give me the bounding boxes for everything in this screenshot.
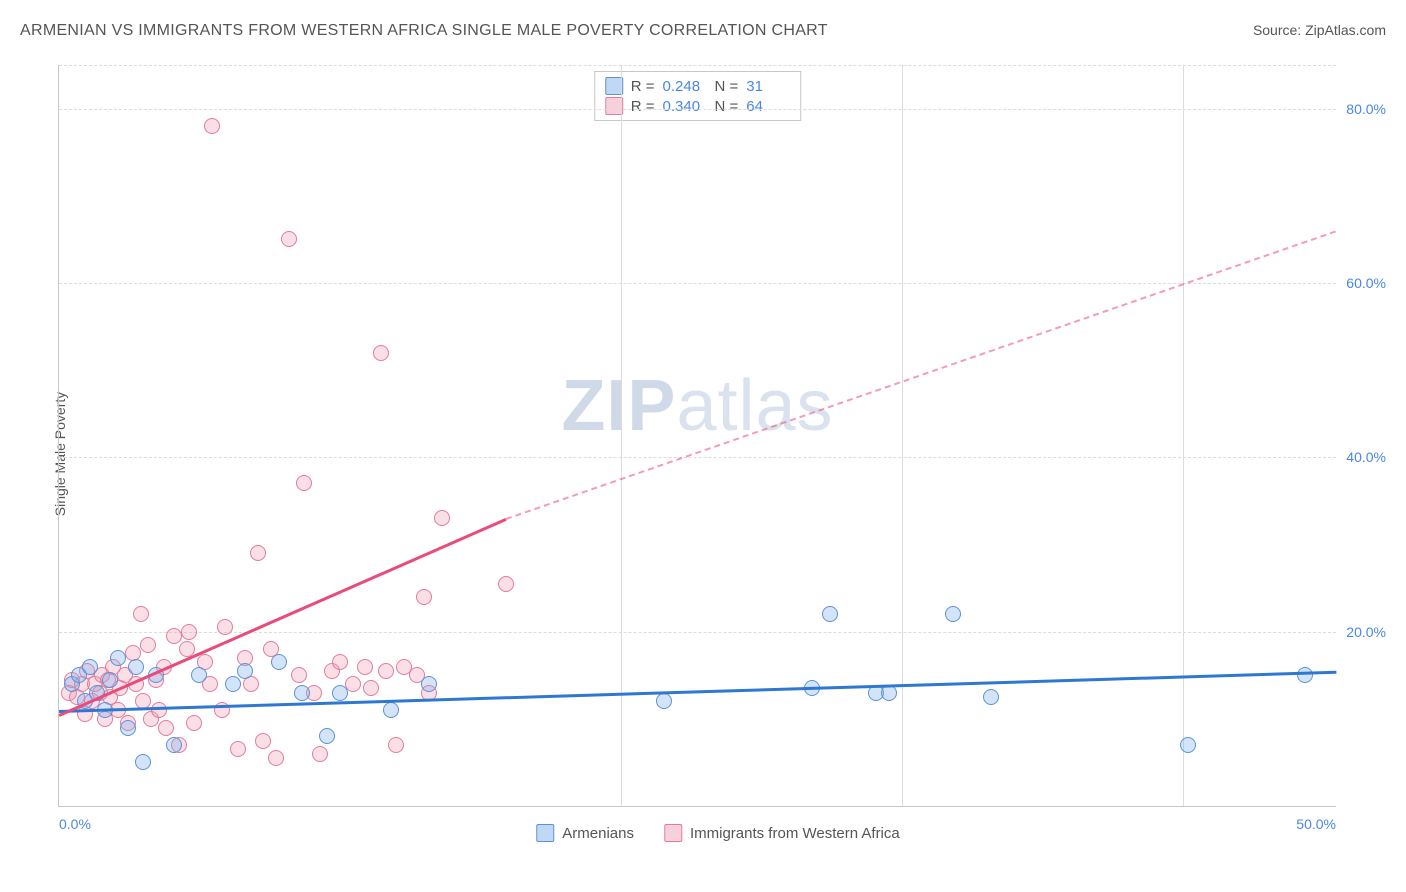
data-point-pink — [250, 545, 266, 561]
data-point-pink — [151, 702, 167, 718]
gridline-h — [59, 283, 1336, 284]
data-point-pink — [291, 667, 307, 683]
data-point-blue — [1180, 737, 1196, 753]
legend-item: Immigrants from Western Africa — [664, 824, 900, 842]
gridline-v — [902, 65, 903, 806]
plot-area: ZIPatlas R =0.248N =31R =0.340N =64 20.0… — [58, 65, 1336, 807]
watermark: ZIPatlas — [561, 365, 833, 447]
gridline-h — [59, 65, 1336, 66]
stat-n-label: N = — [715, 98, 739, 115]
data-point-pink — [268, 750, 284, 766]
y-tick-label: 60.0% — [1342, 275, 1386, 291]
data-point-pink — [296, 475, 312, 491]
data-point-pink — [363, 680, 379, 696]
data-point-blue — [319, 728, 335, 744]
data-point-blue — [294, 685, 310, 701]
data-point-blue — [237, 663, 253, 679]
chart-container: Single Male Poverty ZIPatlas R =0.248N =… — [50, 55, 1386, 852]
data-point-blue — [1297, 667, 1313, 683]
data-point-blue — [822, 606, 838, 622]
legend-label: Armenians — [562, 825, 634, 842]
data-point-pink — [181, 624, 197, 640]
legend: Armenians Immigrants from Western Africa — [536, 824, 899, 842]
data-point-blue — [421, 676, 437, 692]
data-point-pink — [434, 510, 450, 526]
data-point-blue — [191, 667, 207, 683]
data-point-blue — [120, 720, 136, 736]
gridline-v — [1183, 65, 1184, 806]
data-point-pink — [312, 746, 328, 762]
data-point-pink — [186, 715, 202, 731]
x-tick-label: 0.0% — [59, 816, 91, 832]
data-point-pink — [416, 589, 432, 605]
stat-r-label: R = — [631, 98, 655, 115]
data-point-pink — [204, 118, 220, 134]
legend-label: Immigrants from Western Africa — [690, 825, 900, 842]
trendline — [506, 231, 1337, 521]
stat-r-value: 0.340 — [663, 98, 707, 115]
data-point-pink — [378, 663, 394, 679]
chart-title: ARMENIAN VS IMMIGRANTS FROM WESTERN AFRI… — [20, 22, 828, 40]
data-point-blue — [983, 689, 999, 705]
stats-box: R = 0.248 N = 31 R = 0.340 N = 64 — [594, 71, 802, 121]
data-point-blue — [135, 754, 151, 770]
y-tick-label: 20.0% — [1342, 624, 1386, 640]
data-point-blue — [656, 693, 672, 709]
data-point-pink — [498, 576, 514, 592]
source-label: Source: ZipAtlas.com — [1253, 22, 1386, 38]
data-point-pink — [217, 619, 233, 635]
data-point-pink — [281, 231, 297, 247]
watermark-atlas: atlas — [676, 366, 833, 446]
stat-n-value: 64 — [746, 98, 790, 115]
data-point-pink — [357, 659, 373, 675]
data-point-pink — [332, 654, 348, 670]
stat-row: R = 0.248 N = 31 — [605, 76, 791, 96]
gridline-h — [59, 109, 1336, 110]
data-point-pink — [388, 737, 404, 753]
stat-r-value: 0.248 — [663, 78, 707, 95]
data-point-blue — [945, 606, 961, 622]
legend-swatch — [536, 824, 554, 842]
legend-item: Armenians — [536, 824, 634, 842]
stat-row: R = 0.340 N = 64 — [605, 96, 791, 116]
stat-n-label: N = — [715, 78, 739, 95]
data-point-pink — [158, 720, 174, 736]
data-point-blue — [225, 676, 241, 692]
y-tick-label: 40.0% — [1342, 449, 1386, 465]
legend-swatch — [664, 824, 682, 842]
data-point-pink — [166, 628, 182, 644]
data-point-blue — [102, 672, 118, 688]
gridline-h — [59, 457, 1336, 458]
data-point-blue — [166, 737, 182, 753]
data-point-pink — [373, 345, 389, 361]
data-point-blue — [110, 650, 126, 666]
stat-n-value: 31 — [746, 78, 790, 95]
x-tick-label: 50.0% — [1296, 816, 1336, 832]
data-point-blue — [383, 702, 399, 718]
data-point-blue — [82, 659, 98, 675]
stat-r-label: R = — [631, 78, 655, 95]
data-point-pink — [255, 733, 271, 749]
data-point-pink — [230, 741, 246, 757]
data-point-blue — [271, 654, 287, 670]
data-point-pink — [140, 637, 156, 653]
y-tick-label: 80.0% — [1342, 101, 1386, 117]
data-point-blue — [128, 659, 144, 675]
watermark-zip: ZIP — [561, 366, 676, 446]
trendline — [58, 518, 506, 716]
data-point-pink — [133, 606, 149, 622]
data-point-blue — [332, 685, 348, 701]
